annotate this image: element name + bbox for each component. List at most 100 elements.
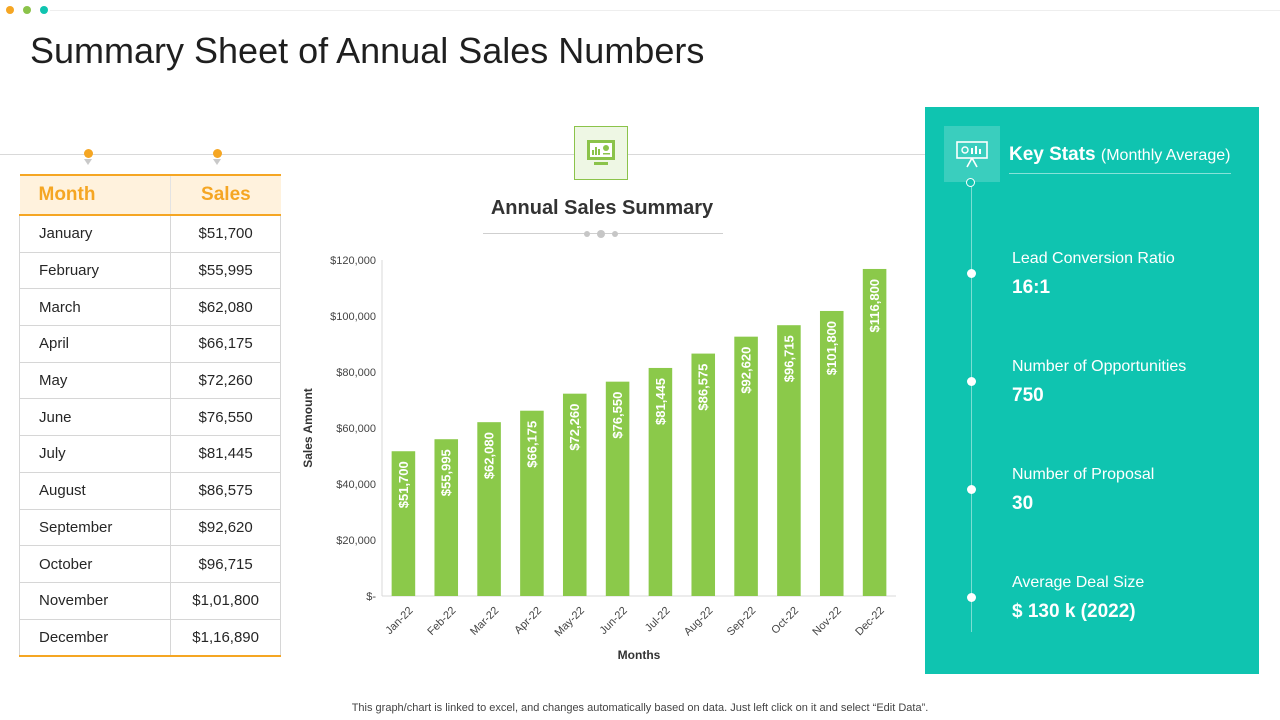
x-tick-label: Feb-22: [425, 605, 458, 638]
presentation-chart-icon: [574, 126, 628, 180]
cell-month: August: [18, 472, 171, 510]
y-tick-label: $60,000: [336, 423, 376, 435]
table-row: December $1,16,890: [18, 619, 281, 658]
data-label: $76,550: [610, 392, 625, 439]
cell-month: November: [18, 582, 171, 620]
x-tick-label: Jan-22: [383, 605, 415, 637]
table-header-row: Month Sales: [19, 174, 281, 216]
cell-sales: $96,715: [170, 545, 281, 583]
cell-sales: $62,080: [170, 288, 281, 327]
cell-sales: $72,260: [170, 362, 281, 400]
table-row: April $66,175: [18, 325, 281, 363]
data-label: $81,445: [653, 378, 668, 425]
data-label: $72,260: [567, 404, 582, 451]
x-tick-label: Aug-22: [682, 605, 716, 639]
data-label: $51,700: [396, 461, 411, 508]
x-tick-label: Oct-22: [769, 605, 801, 637]
y-tick-label: $100,000: [330, 311, 376, 323]
x-tick-label: Mar-22: [468, 605, 501, 638]
top-divider: [50, 10, 1280, 11]
key-stats-panel: Key Stats (Monthly Average) Lead Convers…: [925, 107, 1259, 674]
stat-dot: [967, 593, 976, 602]
table-row: October $96,715: [18, 545, 281, 583]
annual-sales-bar-chart: $- $20,000 $40,000 $60,000 $80,000 $100,000 $1…: [301, 255, 896, 662]
data-label: $101,800: [824, 321, 839, 375]
bar-nov-22: [819, 310, 844, 596]
column-header-month: Month: [19, 174, 171, 216]
key-stats-underline: [1009, 173, 1231, 174]
table-body: January $51,700 February $55,995 March $62,08…: [18, 215, 281, 658]
cell-sales: $1,01,800: [170, 582, 281, 620]
stat-label-proposal: Number of Proposal: [1012, 466, 1155, 483]
window-dot-teal: [40, 6, 48, 14]
bar-sep-22: [734, 336, 758, 596]
cell-month: March: [18, 288, 171, 327]
bar-dec-22: [862, 268, 887, 596]
cell-month: May: [18, 362, 171, 400]
cell-sales: $76,550: [170, 398, 281, 437]
cell-sales: $86,575: [170, 472, 281, 510]
presentation-board-icon: [944, 126, 1000, 182]
x-tick-label: Nov-22: [810, 605, 844, 639]
table-row: June $76,550: [18, 398, 281, 437]
stat-dot: [967, 485, 976, 494]
data-label: $55,995: [439, 449, 454, 496]
y-tick-label: $-: [366, 591, 376, 603]
cell-sales: $55,995: [170, 252, 281, 290]
table-row: September $92,620: [18, 509, 281, 547]
table-row: November $1,01,800: [18, 582, 281, 620]
y-tick-label: $40,000: [336, 479, 376, 491]
window-dots: [6, 6, 48, 14]
sales-table: Month Sales January $51,700 February $55,99…: [18, 174, 281, 658]
bar-jun-22: [605, 381, 630, 596]
bar-apr-22: [520, 410, 544, 596]
key-stats-title: Key Stats (Monthly Average): [1009, 144, 1230, 166]
table-row: March $62,080: [18, 288, 281, 327]
bar-may-22: [562, 393, 587, 596]
table-row: July $81,445: [18, 435, 281, 473]
x-tick-label: May-22: [553, 605, 587, 639]
y-tick-label: $20,000: [336, 535, 376, 547]
stat-dot: [967, 269, 976, 278]
stat-value-proposal: 30: [1012, 493, 1034, 514]
table-row: August $86,575: [18, 472, 281, 510]
cell-month: December: [18, 619, 171, 658]
data-label: $116,800: [867, 279, 882, 333]
stat-dot: [967, 377, 976, 386]
bar-jul-22: [648, 367, 673, 596]
data-label: $62,080: [482, 432, 497, 479]
cell-sales: $66,175: [170, 325, 281, 363]
y-tick-label: $120,000: [330, 255, 376, 267]
cell-month: July: [18, 435, 171, 473]
x-tick-label: Jul-22: [643, 605, 673, 635]
timeline-start-ring: [966, 178, 975, 187]
data-label: $66,175: [524, 421, 539, 468]
cell-month: January: [18, 215, 171, 253]
timeline-line: [971, 182, 972, 632]
pin-marker-month: [83, 149, 93, 165]
x-axis-title: Months: [618, 648, 661, 662]
cell-month: April: [18, 325, 171, 363]
stat-value-deal-size: $ 130 k (2022): [1012, 601, 1136, 622]
cell-month: February: [18, 252, 171, 290]
stat-label-deal-size: Average Deal Size: [1012, 574, 1145, 591]
key-stats-heading: Key Stats: [1009, 144, 1096, 165]
data-label: $92,620: [739, 347, 754, 394]
bar-oct-22: [777, 325, 801, 596]
bar-mar-22: [477, 422, 501, 596]
table-row: February $55,995: [18, 252, 281, 290]
cell-month: October: [18, 545, 171, 583]
stat-label-opportunities: Number of Opportunities: [1012, 358, 1187, 375]
x-tick-label: Apr-22: [512, 605, 544, 637]
key-stats-subtitle: (Monthly Average): [1100, 147, 1231, 164]
y-axis-title: Sales Amount: [301, 388, 315, 468]
section-divider: [0, 154, 925, 155]
x-tick-label: Jun-22: [598, 605, 630, 637]
y-tick-label: $80,000: [336, 367, 376, 379]
stat-value-opportunities: 750: [1012, 385, 1044, 406]
cell-sales: $51,700: [170, 215, 281, 253]
x-tick-label: Dec-22: [853, 605, 887, 639]
column-header-sales: Sales: [170, 174, 281, 216]
window-dot-green: [23, 6, 31, 14]
bar-jan-22: [391, 451, 416, 596]
